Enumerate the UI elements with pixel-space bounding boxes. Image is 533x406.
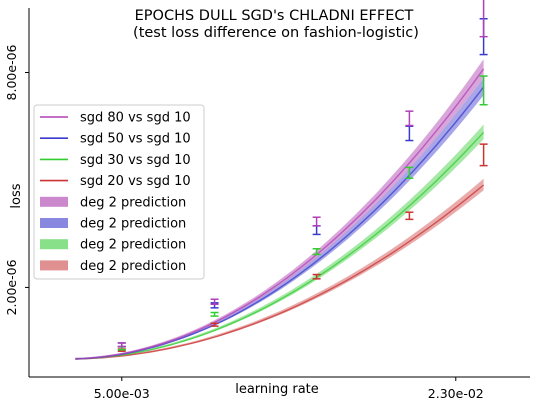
legend-band-swatch-0	[40, 196, 68, 207]
series-line-0	[75, 68, 485, 360]
legend-prediction-label-3: deg 2 prediction	[80, 259, 186, 274]
error-bar-2-3	[405, 166, 414, 179]
x-tick-label-0: 5.00e-03	[94, 386, 150, 401]
y-axis-label: loss	[9, 183, 24, 208]
error-bar-2-2	[312, 247, 321, 256]
series-line-3	[75, 184, 485, 360]
series-line-2	[75, 131, 485, 360]
legend-prediction-label-1: deg 2 prediction	[80, 217, 186, 232]
error-bar-2-1	[210, 311, 219, 317]
legend-series-label-0: sgd 80 vs sgd 10	[80, 111, 191, 126]
error-bar-0-2	[312, 216, 321, 227]
legend-frame	[33, 104, 205, 280]
error-bar-3-3	[405, 211, 414, 221]
legend-band-swatch-1	[40, 218, 68, 228]
legend-band-swatch-3	[40, 260, 68, 271]
error-bar-3-1	[210, 322, 219, 327]
legend-prediction-label-2: deg 2 prediction	[80, 238, 186, 253]
error-bar-3-2	[312, 273, 321, 280]
error-bar-1-3	[405, 125, 414, 142]
error-bar-0-3	[405, 110, 414, 127]
legend-series-label-1: sgd 50 vs sgd 10	[80, 132, 191, 147]
legend-series-label-2: sgd 30 vs sgd 10	[80, 153, 191, 168]
error-bar-0-4	[479, 0, 488, 38]
error-bar-0-0	[117, 342, 126, 348]
error-bar-1-2	[312, 225, 321, 236]
error-bar-0-1	[210, 298, 219, 306]
legend: sgd 80 vs sgd 10 sgd 50 vs sgd 10 sgd 30 v…	[33, 104, 205, 280]
legend-band-swatch-2	[40, 239, 68, 250]
series-lines	[75, 68, 485, 360]
legend-series-label-3: sgd 20 vs sgd 10	[80, 174, 191, 189]
y-ticks: 2.00e-06 8.00e-06	[4, 44, 29, 315]
x-tick-label-1: 2.30e-02	[428, 386, 484, 401]
x-axis-label: learning rate	[235, 382, 319, 397]
y-tick-label-1: 8.00e-06	[4, 44, 19, 100]
x-ticks: 5.00e-03 2.30e-02	[94, 377, 484, 401]
chart-title: EPOCHS DULL SGD's CHLADNI EFFECT	[135, 8, 414, 24]
error-bars	[117, 0, 488, 352]
error-bar-3-4	[479, 143, 488, 167]
legend-prediction-label-0: deg 2 prediction	[80, 195, 186, 210]
y-tick-label-0: 2.00e-06	[4, 259, 19, 315]
error-bar-2-4	[479, 75, 488, 106]
chart-subtitle: (test loss difference on fashion-logisti…	[133, 25, 419, 41]
